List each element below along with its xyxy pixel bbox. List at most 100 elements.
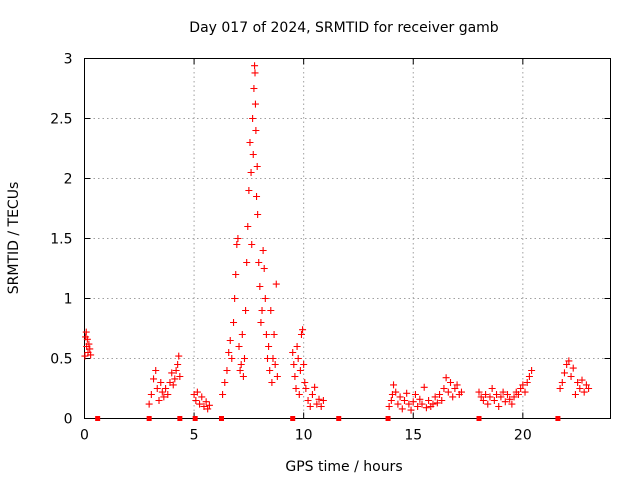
data-point	[242, 307, 250, 314]
data-point	[269, 355, 277, 362]
data-point	[228, 355, 236, 362]
data-point	[444, 388, 452, 396]
data-point	[308, 391, 316, 398]
data-point	[453, 381, 461, 389]
data-point	[82, 328, 90, 336]
data-point	[418, 400, 426, 408]
data-point	[221, 379, 229, 386]
data-point	[457, 388, 465, 396]
data-point	[294, 355, 302, 362]
data-point	[291, 373, 299, 380]
x-tick-label: 0	[80, 428, 89, 444]
data-point	[506, 395, 514, 403]
data-point	[407, 406, 415, 414]
data-point	[422, 404, 430, 412]
y-tick-label: 3	[64, 52, 73, 68]
data-point	[390, 381, 398, 389]
data-point	[528, 367, 536, 374]
data-point	[517, 385, 525, 392]
chart-title: Day 017 of 2024, SRMTID for receiver gam…	[189, 20, 499, 36]
data-point	[486, 393, 494, 401]
data-point	[270, 331, 278, 338]
data-point	[230, 319, 238, 326]
data-point	[249, 115, 257, 122]
data-point	[236, 367, 244, 374]
data-point	[164, 391, 172, 398]
data-point	[315, 395, 323, 403]
data-point	[85, 340, 93, 348]
data-point	[479, 397, 487, 404]
data-point	[243, 259, 251, 266]
y-tick-labels: 0 0.5 1 1.5 2 2.5 3	[50, 52, 72, 428]
data-point	[254, 211, 262, 218]
data-point	[251, 100, 259, 108]
data-point	[578, 376, 586, 384]
data-point	[398, 405, 406, 413]
data-point	[306, 403, 314, 410]
data-point	[299, 326, 307, 334]
axis-ticks	[84, 58, 611, 419]
data-point	[260, 265, 268, 272]
data-point	[400, 397, 408, 404]
data-point	[425, 397, 433, 404]
data-point	[582, 381, 590, 389]
data-point	[244, 223, 252, 230]
plot-frame	[84, 58, 611, 419]
y-tick-label: 2.5	[50, 112, 72, 128]
data-point	[311, 383, 319, 391]
x-tick-label: 10	[295, 428, 313, 444]
data-point	[272, 280, 280, 288]
data-point	[442, 374, 450, 382]
data-point	[508, 400, 516, 408]
data-point	[405, 400, 413, 408]
data-point	[387, 397, 395, 404]
data-point	[257, 319, 265, 326]
data-point	[556, 385, 564, 392]
data-point	[451, 385, 459, 392]
y-tick-label: 1.5	[50, 232, 72, 248]
data-point	[259, 247, 267, 254]
data-point	[313, 400, 321, 408]
data-point	[192, 397, 200, 404]
data-point	[438, 397, 446, 404]
data-point	[162, 385, 170, 392]
x-tick-label: 20	[514, 428, 532, 444]
data-point	[175, 352, 183, 360]
data-point	[482, 391, 490, 398]
baseline-marker	[218, 416, 224, 421]
data-point	[262, 331, 270, 338]
baseline-marker	[476, 416, 482, 421]
data-point	[295, 391, 303, 398]
data-point	[433, 399, 441, 407]
data-point	[319, 397, 327, 404]
data-point	[204, 405, 212, 413]
data-point	[447, 379, 455, 386]
data-point	[252, 127, 260, 134]
data-point	[273, 373, 281, 380]
data-point	[523, 379, 531, 386]
data-point	[172, 367, 180, 374]
data-point	[239, 373, 247, 380]
data-point	[510, 393, 518, 401]
data-point	[155, 397, 163, 404]
data-point	[514, 391, 522, 398]
data-point	[219, 391, 227, 398]
data-point	[248, 241, 256, 248]
data-point	[571, 391, 579, 398]
baseline-marker	[385, 416, 391, 421]
data-point	[245, 187, 253, 194]
data-point	[300, 361, 308, 368]
data-point	[420, 383, 428, 391]
data-point	[576, 385, 584, 392]
data-point	[202, 398, 210, 406]
data-point	[196, 400, 204, 408]
data-point	[265, 343, 273, 350]
data-point	[495, 403, 503, 410]
data-point	[267, 307, 275, 314]
data-point	[440, 385, 448, 392]
data-point	[271, 361, 279, 368]
x-tick-label: 15	[404, 428, 422, 444]
data-point	[493, 391, 501, 398]
data-point	[235, 343, 243, 350]
data-point	[81, 352, 89, 360]
